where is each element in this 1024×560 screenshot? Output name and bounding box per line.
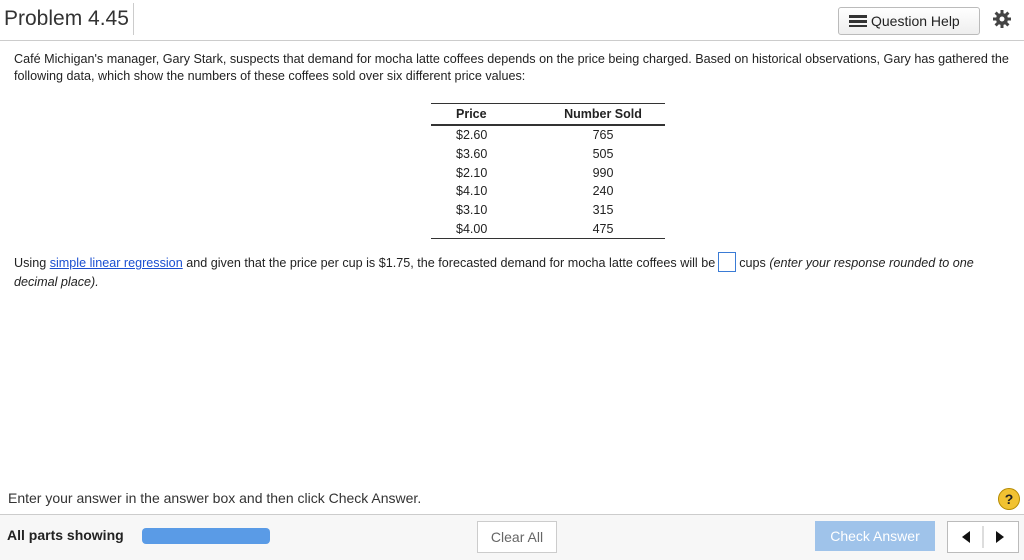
table-cell: $2.10: [456, 165, 488, 180]
table-cell: 765: [592, 128, 614, 143]
table-cell: 475: [541, 219, 665, 240]
problem-title: Problem 4.45: [0, 3, 134, 35]
column-header: Number Sold: [541, 103, 665, 126]
unit-text: cups: [739, 256, 766, 270]
table-cell: 315: [592, 203, 614, 218]
question-help-button[interactable]: Question Help: [838, 7, 980, 35]
progress-bar: [142, 528, 270, 544]
data-table: Price Number Sold $2.60 765 $3.60 505 $2.10 990…: [431, 103, 665, 240]
table-row: $4.00 475: [431, 219, 665, 240]
table-cell: 505: [592, 147, 614, 162]
rounding-note: (enter your response rounded to one deci…: [14, 256, 974, 289]
glossary-link[interactable]: simple linear regression: [49, 256, 183, 270]
table-cell: $2.60: [456, 128, 488, 143]
question-text: Using: [14, 256, 47, 270]
navigation[interactable]: [947, 521, 1019, 553]
check-answer-button[interactable]: Check Answer: [815, 521, 935, 551]
header: [0, 0, 1024, 41]
table-cell: $4.10: [456, 184, 488, 199]
table-cell: 990: [592, 165, 614, 180]
column-header: Price: [431, 103, 541, 126]
table-row: $2.10 990: [431, 163, 665, 182]
table-row: $3.10 315: [431, 201, 665, 220]
table-row: $2.60 765: [431, 125, 665, 145]
help-icon[interactable]: ?: [998, 488, 1020, 510]
question-help-label: Question Help: [871, 13, 960, 29]
question: Using simple linear regression and given…: [14, 252, 1009, 292]
problem-text: Café Michigan's manager, Gary Stark, sus…: [14, 52, 1009, 83]
clear-all-button[interactable]: Clear All: [477, 521, 557, 553]
settings-icon[interactable]: [992, 9, 1012, 29]
answer-box[interactable]: [718, 252, 737, 272]
parts-label: All parts showing: [7, 527, 124, 543]
table-cell: $3.60: [456, 147, 488, 162]
table-cell: $4.00: [431, 219, 541, 240]
question-text: and given that the price per cup is $1.7…: [186, 256, 716, 270]
table-row: $3.60 505: [431, 145, 665, 164]
table-cell: 240: [592, 184, 614, 199]
instruction: Enter your answer in the answer box and …: [8, 490, 422, 506]
table-row: $4.10 240: [431, 182, 665, 201]
table-cell: $3.10: [456, 203, 488, 218]
